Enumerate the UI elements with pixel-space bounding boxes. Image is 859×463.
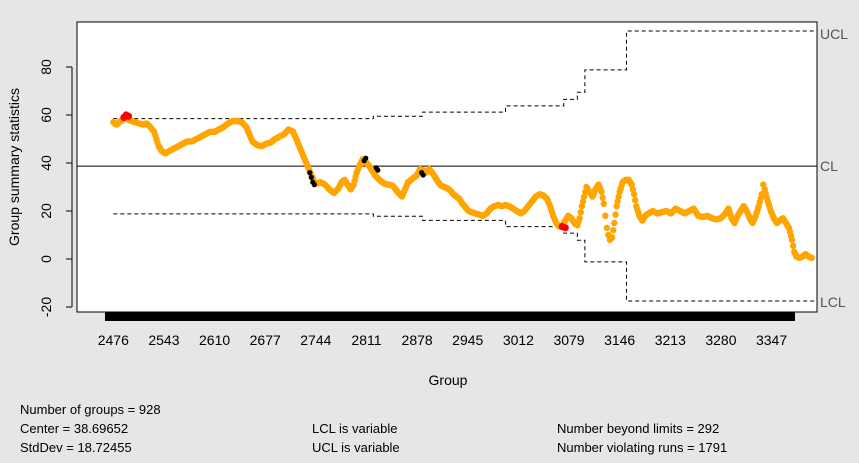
data-point xyxy=(577,209,584,216)
control-limits: UCL CL LCL xyxy=(77,26,848,310)
x-tick-label: 2744 xyxy=(300,332,331,348)
x-axis-group-ticks xyxy=(105,312,795,321)
data-point xyxy=(788,236,796,243)
data-point xyxy=(602,212,609,219)
x-tick-label: 3079 xyxy=(553,332,584,348)
data-point xyxy=(603,224,611,231)
x-tick-label: 2945 xyxy=(452,332,483,348)
axis-ticks: -20 0 20 40 60 80 2476 2543 2610 2677 2744 2811 2878… xyxy=(38,59,795,348)
y-tick-label: 0 xyxy=(38,255,54,263)
x-tick-label: 2476 xyxy=(98,332,129,348)
axis-labels: Group Group summary statistics xyxy=(6,88,468,388)
y-tick-label: 80 xyxy=(38,59,54,75)
data-point xyxy=(615,193,622,200)
x-tick-label: 2543 xyxy=(148,332,179,348)
data-point xyxy=(808,254,815,261)
data-point xyxy=(610,227,617,234)
beyond-limits-point xyxy=(561,224,569,232)
ucl-line xyxy=(113,30,816,120)
x-tick-label: 3280 xyxy=(705,332,736,348)
data-point xyxy=(576,215,583,222)
cl-label: CL xyxy=(820,158,838,174)
violating-run-point xyxy=(363,155,369,161)
x-tick-label: 3146 xyxy=(604,332,635,348)
lcl-label: LCL xyxy=(820,294,846,310)
violating-run-point xyxy=(375,167,381,173)
data-points xyxy=(110,111,815,261)
x-tick-label: 3213 xyxy=(655,332,686,348)
y-tick-label: 20 xyxy=(38,203,54,219)
x-tick-label: 2677 xyxy=(250,332,281,348)
y-tick-label: 40 xyxy=(38,155,54,171)
stat-ucl-variable: UCL is variable xyxy=(312,440,400,455)
violating-run-point xyxy=(420,172,426,178)
beyond-limits-point xyxy=(124,112,133,120)
y-tick-label: -20 xyxy=(38,297,54,317)
x-axis-label: Group xyxy=(429,372,468,388)
violating-run-point xyxy=(311,182,317,188)
violating-run-point xyxy=(307,170,313,176)
x-tick-label: 3347 xyxy=(756,332,787,348)
ucl-label: UCL xyxy=(820,26,848,42)
data-point xyxy=(608,234,616,241)
data-point xyxy=(580,193,588,200)
data-point xyxy=(630,191,638,198)
stat-beyond-limits: Number beyond limits = 292 xyxy=(557,421,720,436)
stat-stddev: StdDev = 18.72455 xyxy=(20,440,132,455)
x-tick-label: 2610 xyxy=(199,332,230,348)
plot-area xyxy=(76,21,818,313)
stat-number-of-groups: Number of groups = 928 xyxy=(20,402,161,417)
data-point xyxy=(628,181,635,188)
violating-run-point xyxy=(308,174,314,180)
y-axis-label: Group summary statistics xyxy=(6,88,22,246)
data-point xyxy=(578,203,586,210)
stat-center: Center = 38.69652 xyxy=(20,421,129,436)
y-tick-label: 60 xyxy=(38,107,54,123)
data-point xyxy=(579,198,587,205)
data-point xyxy=(629,186,637,193)
x-tick-label: 3012 xyxy=(503,332,534,348)
data-point xyxy=(789,242,797,249)
data-point xyxy=(611,219,618,227)
stat-violating-runs: Number violating runs = 1791 xyxy=(557,440,728,455)
data-point xyxy=(598,188,605,195)
data-point xyxy=(613,203,620,210)
data-point xyxy=(614,198,621,205)
data-point xyxy=(612,211,619,218)
stat-lcl-variable: LCL is variable xyxy=(312,421,398,436)
x-tick-label: 2811 xyxy=(351,332,381,348)
x-tick-label: 2878 xyxy=(402,332,433,348)
lcl-line xyxy=(113,213,816,302)
data-point xyxy=(600,200,607,207)
data-point xyxy=(760,181,767,188)
data-point xyxy=(631,197,639,204)
data-point xyxy=(599,194,606,201)
